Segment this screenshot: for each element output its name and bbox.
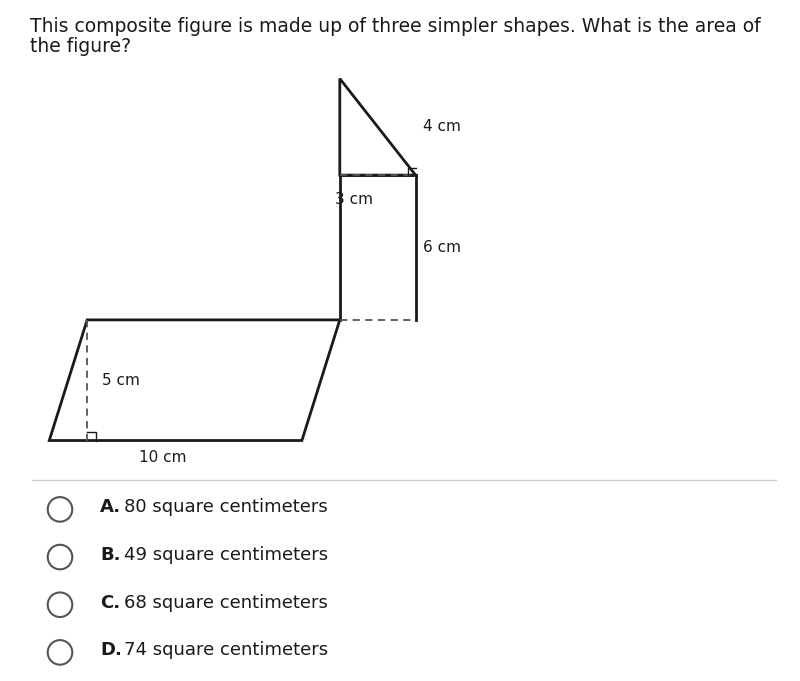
Text: This composite figure is made up of three simpler shapes. What is the area of: This composite figure is made up of thre… [30,17,761,36]
Text: 6 cm: 6 cm [423,240,461,255]
Text: 49 square centimeters: 49 square centimeters [124,546,328,564]
Text: 5 cm: 5 cm [102,373,140,387]
Text: C.: C. [100,594,120,612]
Text: 80 square centimeters: 80 square centimeters [124,498,328,516]
Text: B.: B. [100,546,121,564]
Text: 10 cm: 10 cm [139,450,186,465]
Text: 4 cm: 4 cm [423,119,461,134]
Text: 74 square centimeters: 74 square centimeters [124,642,328,659]
Text: 68 square centimeters: 68 square centimeters [124,594,328,612]
Text: A.: A. [100,498,121,516]
Text: 3 cm: 3 cm [334,192,373,207]
Text: D.: D. [100,642,122,659]
Text: the figure?: the figure? [30,37,131,57]
